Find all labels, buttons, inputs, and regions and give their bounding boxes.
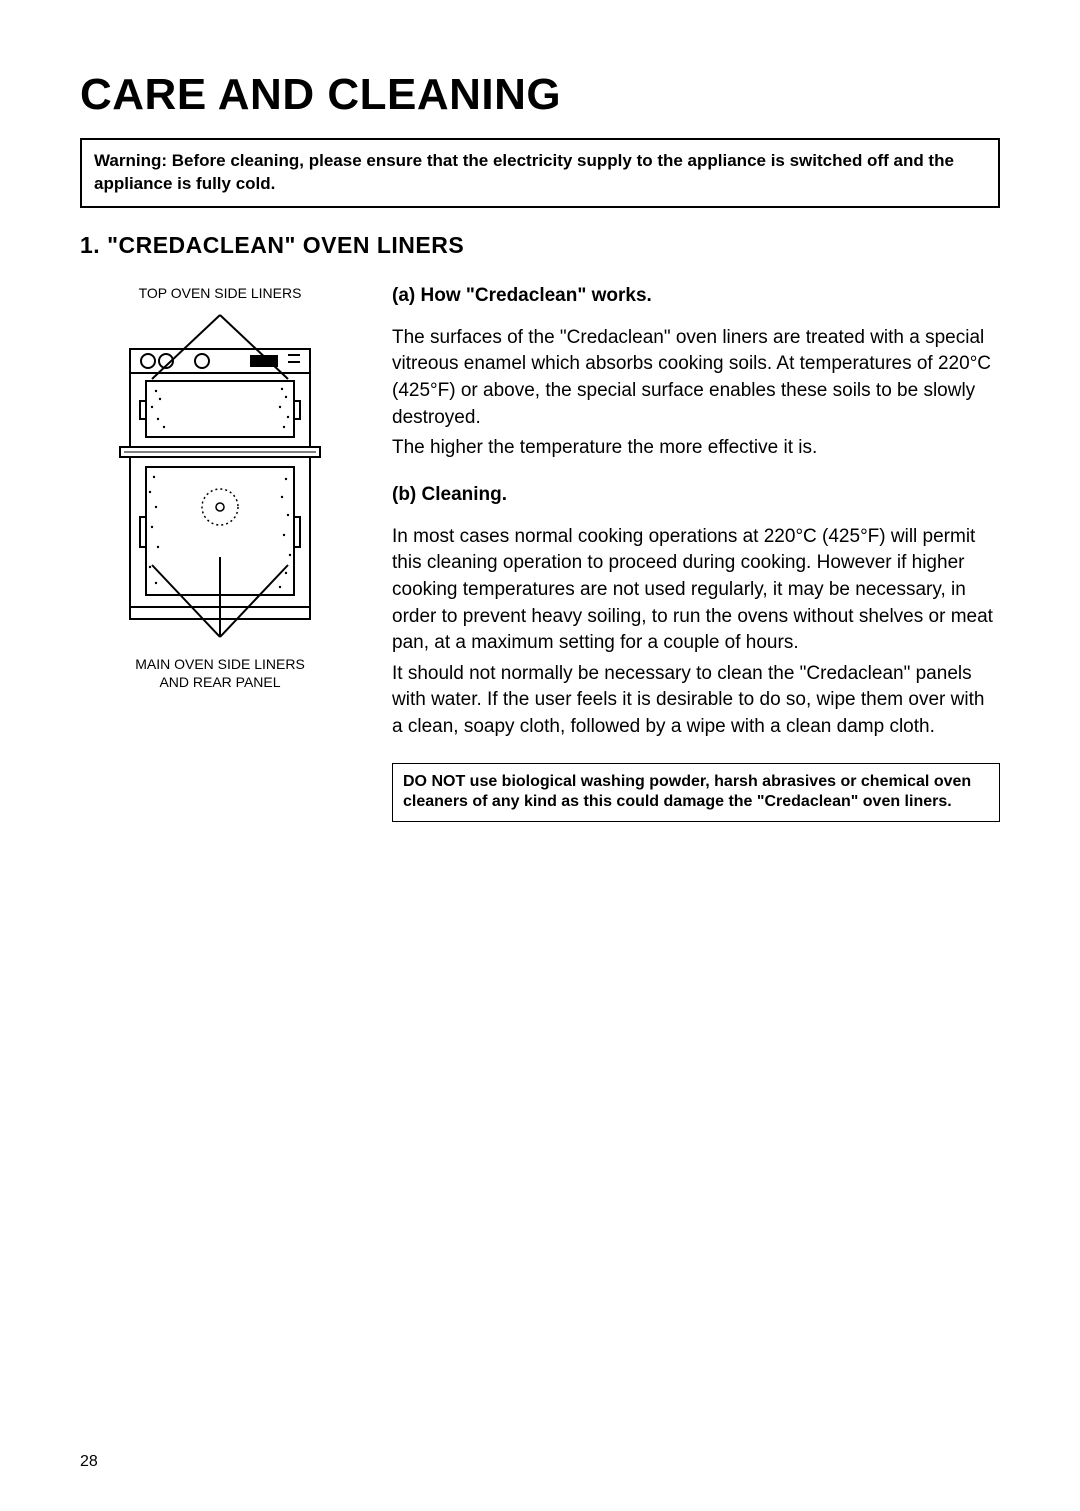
sub-b-para2: It should not normally be necessary to c… [392, 661, 1000, 741]
caution-box: DO NOT use biological washing powder, ha… [392, 763, 1000, 823]
content-row: TOP OVEN SIDE LINERS [80, 285, 1000, 822]
sub-b-heading: (b) Cleaning. [392, 484, 1000, 506]
sub-b-para1: In most cases normal cooking operations … [392, 524, 1000, 657]
oven-diagram [100, 307, 340, 647]
text-column: (a) How "Credaclean" works. The surfaces… [392, 285, 1000, 822]
diagram-caption-bottom-line1: MAIN OVEN SIDE LINERS [135, 656, 305, 672]
warning-box: Warning: Before cleaning, please ensure … [80, 138, 1000, 208]
page-title: CARE AND CLEANING [80, 70, 1000, 120]
diagram-column: TOP OVEN SIDE LINERS [80, 285, 360, 822]
subsection-a: (a) How "Credaclean" works. The surfaces… [392, 285, 1000, 462]
subsection-b: (b) Cleaning. In most cases normal cooki… [392, 484, 1000, 741]
sub-a-para1: The surfaces of the "Credaclean" oven li… [392, 325, 1000, 431]
diagram-caption-bottom: MAIN OVEN SIDE LINERS AND REAR PANEL [135, 655, 305, 691]
section-heading: 1. "CREDACLEAN" OVEN LINERS [80, 232, 1000, 259]
diagram-caption-bottom-line2: AND REAR PANEL [159, 674, 280, 690]
diagram-caption-top: TOP OVEN SIDE LINERS [139, 285, 302, 301]
page-number: 28 [80, 1453, 98, 1471]
sub-a-heading: (a) How "Credaclean" works. [392, 285, 1000, 307]
sub-a-para2: The higher the temperature the more effe… [392, 435, 1000, 462]
